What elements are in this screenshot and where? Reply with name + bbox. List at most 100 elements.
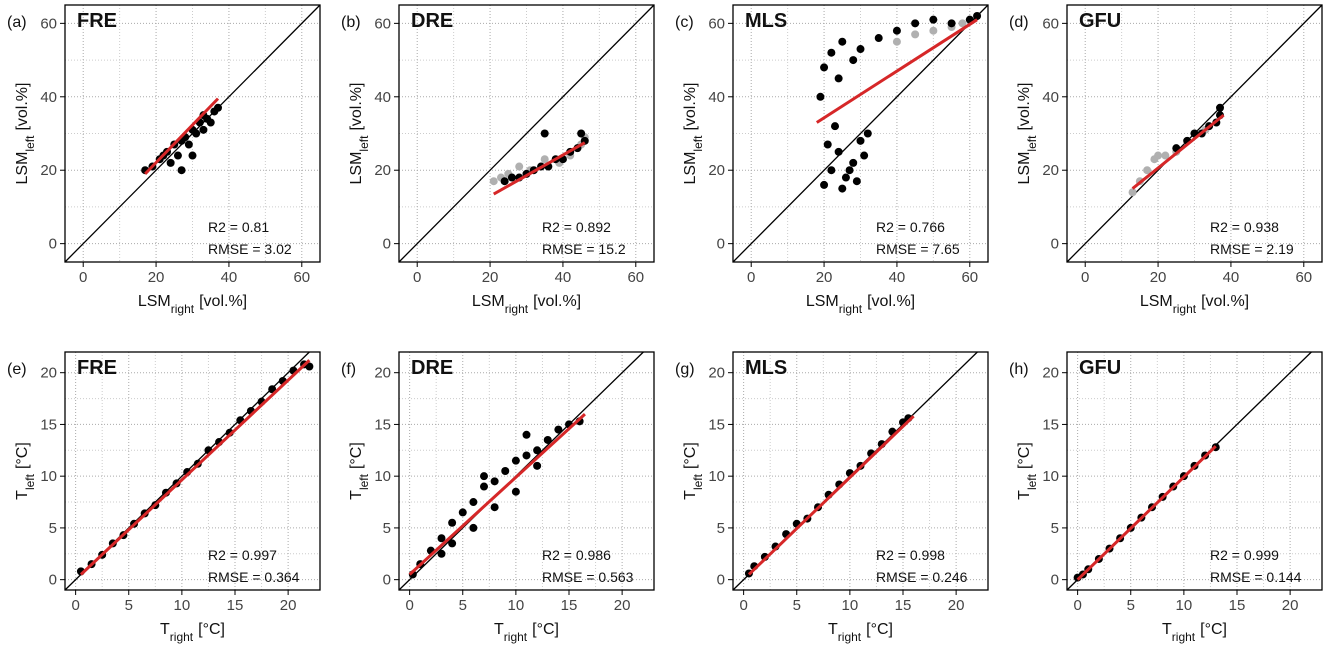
y-tick-label: 20: [40, 162, 57, 179]
label-unit: [vol.%]: [1016, 83, 1033, 131]
y-tick-label: 20: [1042, 162, 1059, 179]
panel-title: FRE: [77, 357, 117, 379]
x-tick-label: 60: [293, 269, 310, 286]
fit-line: [408, 412, 586, 576]
annotation: RMSE = 15.2: [542, 241, 626, 257]
plot-frame: [1066, 4, 1323, 263]
point: [929, 15, 938, 24]
y-tick-label: 5: [1051, 520, 1059, 537]
y-tick-label: 20: [708, 365, 725, 382]
label-sub: right: [1173, 302, 1197, 316]
x-tick-label: 0: [1081, 269, 1089, 286]
label-sub: left: [23, 135, 37, 152]
point: [458, 508, 467, 517]
panel: 0 20 40 60 0 20 40 60 (d) GFU R2 = 0.938 RMSE = 2.1…: [1009, 4, 1323, 316]
point: [820, 180, 829, 189]
point: [856, 136, 865, 145]
x-tick-label: 40: [1223, 269, 1240, 286]
panel-label: (d): [1009, 14, 1029, 31]
point: [511, 456, 520, 465]
point: [188, 151, 197, 160]
plot-frame: [64, 351, 321, 591]
y-tick-label: 20: [374, 162, 391, 179]
x-axis-label: Tright [°C]: [160, 621, 225, 644]
x-tick-label: 0: [413, 269, 421, 286]
label-main: LSM: [806, 293, 839, 310]
panel-label: (e): [7, 361, 27, 378]
point: [929, 26, 938, 35]
x-tick-label: 15: [227, 597, 244, 614]
label-unit: [vol.%]: [533, 293, 581, 310]
point: [841, 173, 850, 182]
label-main: T: [14, 490, 31, 500]
x-axis-label: LSMright [vol.%]: [472, 293, 581, 316]
x-tick-label: 5: [793, 597, 801, 614]
y-axis-label: Tleft [°C]: [1016, 442, 1039, 500]
point: [911, 30, 920, 39]
point: [501, 467, 510, 475]
y-tick-label: 15: [708, 416, 725, 433]
point: [480, 482, 488, 491]
label-sub: left: [691, 473, 705, 490]
point: [173, 151, 182, 160]
point: [863, 129, 872, 138]
point: [522, 430, 531, 439]
x-axis-label: Tright [°C]: [1162, 621, 1227, 644]
x-tick-label: 40: [555, 269, 572, 286]
point: [838, 184, 847, 193]
point: [834, 147, 843, 156]
x-tick-label: 40: [889, 269, 906, 286]
panel: 0 5 10 15 20 0 5 10 15 20 (f) DRE R2 = 0.986 RMSE = 0…: [341, 351, 655, 644]
y-tick-label: 60: [708, 15, 725, 32]
x-tick-label: 0: [71, 597, 79, 614]
x-tick-label: 20: [482, 269, 499, 286]
x-tick-label: 0: [405, 597, 413, 614]
label-main: LSM: [348, 152, 365, 185]
label-sub: right: [505, 302, 529, 316]
annotation: R2 = 0.986: [542, 547, 611, 563]
x-tick-label: 60: [961, 269, 978, 286]
x-tick-label: 20: [816, 269, 833, 286]
annotation: RMSE = 2.19: [1210, 241, 1294, 257]
panel: 0 5 10 15 20 0 5 10 15 20 (e) FRE R2 = 0.997 RMSE = 0…: [7, 351, 321, 644]
point: [1143, 166, 1152, 175]
panel-title: FRE: [77, 10, 117, 32]
annotation: R2 = 0.998: [876, 547, 945, 563]
y-tick-label: 0: [383, 236, 391, 253]
annotation: RMSE = 0.364: [208, 569, 300, 585]
y-tick-label: 20: [40, 365, 57, 382]
x-tick-label: 40: [221, 269, 238, 286]
point: [490, 477, 499, 486]
plot-frame: [1066, 351, 1323, 591]
y-tick-label: 10: [40, 468, 57, 485]
point: [911, 19, 920, 28]
point: [490, 503, 499, 512]
point: [489, 177, 498, 186]
x-tick-label: 20: [1282, 597, 1299, 614]
y-axis-label: LSMleft [vol.%]: [14, 83, 37, 185]
annotation: R2 = 0.892: [542, 219, 611, 235]
y-tick-label: 5: [383, 520, 391, 537]
point: [507, 173, 516, 182]
y-axis-label: Tleft [°C]: [682, 442, 705, 500]
annotation: R2 = 0.81: [208, 219, 269, 235]
label-main: T: [682, 490, 699, 500]
y-tick-label: 10: [374, 468, 391, 485]
point: [834, 74, 843, 83]
label-unit: [vol.%]: [199, 293, 247, 310]
panel: 0 5 10 15 20 0 5 10 15 20 (g) MLS R2 = 0.998 RMSE = 0…: [675, 351, 989, 644]
point: [892, 26, 901, 35]
y-axis-label: LSMleft [vol.%]: [348, 83, 371, 185]
point: [448, 518, 457, 527]
y-tick-label: 40: [708, 89, 725, 106]
fit-line: [1076, 445, 1217, 581]
x-tick-label: 15: [895, 597, 912, 614]
x-tick-label: 0: [1073, 597, 1081, 614]
label-sub: right: [838, 630, 862, 644]
y-tick-label: 15: [40, 416, 57, 433]
point: [827, 166, 836, 175]
y-tick-label: 20: [374, 365, 391, 382]
panel: 0 20 40 60 0 20 40 60 (c) MLS R2 = 0.766 RMSE = 7.6…: [675, 4, 989, 316]
annotation: R2 = 0.999: [1210, 547, 1279, 563]
